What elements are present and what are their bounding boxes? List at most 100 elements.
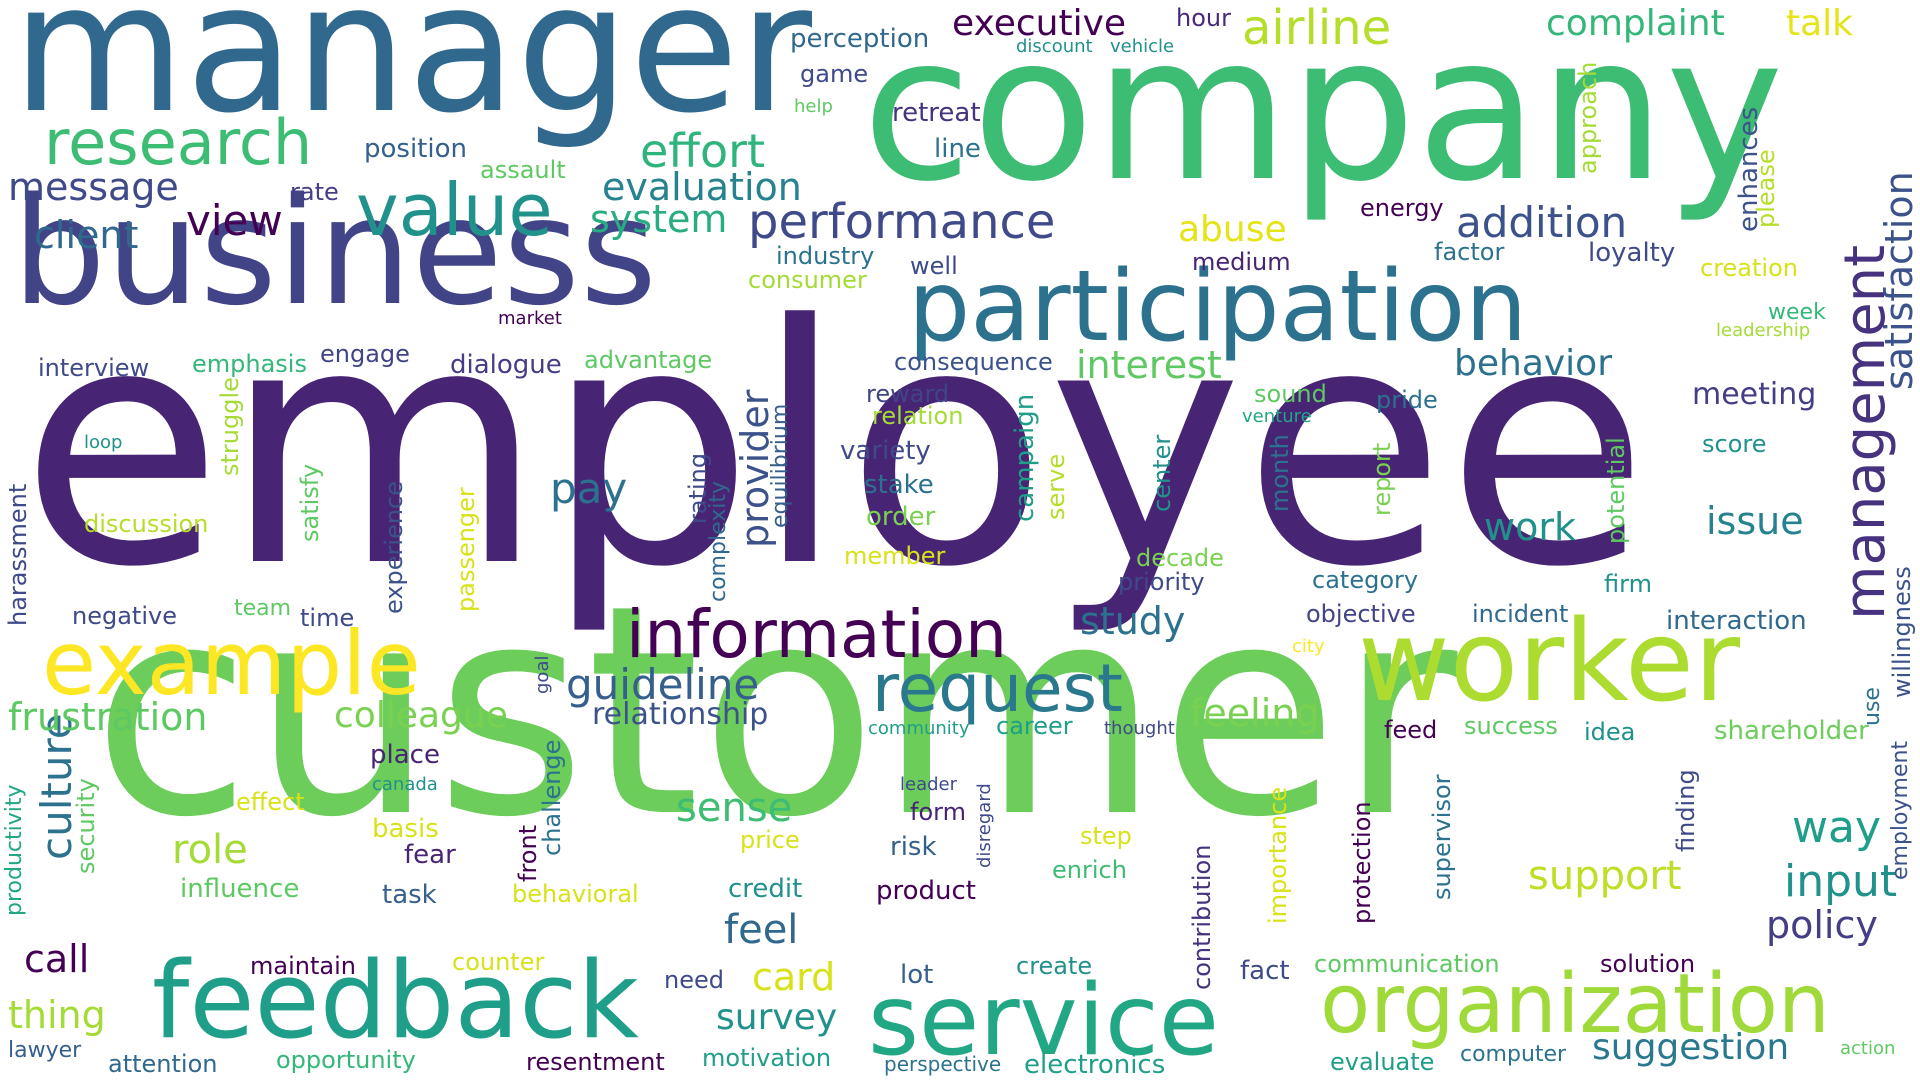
word-fear: fear (404, 840, 456, 870)
word-action: action (1840, 1038, 1896, 1059)
word-week: week (1768, 300, 1826, 325)
word-incident: incident (1472, 600, 1569, 628)
word-category: category (1312, 566, 1419, 594)
word-supervisor: supervisor (1428, 774, 1456, 900)
word-relationship: relationship (592, 697, 769, 732)
word-factor: factor (1434, 238, 1505, 266)
word-pride: pride (1376, 386, 1438, 414)
word-performance: performance (748, 194, 1056, 250)
word-interest: interest (1076, 343, 1222, 387)
word-dialogue: dialogue (450, 350, 562, 380)
word-retreat: retreat (892, 98, 981, 128)
word-advantage: advantage (584, 346, 713, 374)
word-organization: organization (1320, 957, 1830, 1052)
word-guideline: guideline (566, 660, 760, 709)
word-satisfy: satisfy (296, 463, 324, 542)
word-rate: rate (290, 178, 339, 206)
word-venture: venture (1242, 406, 1312, 427)
word-effort: effort (640, 124, 766, 178)
word-enrich: enrich (1052, 856, 1127, 884)
word-support: support (1528, 853, 1682, 899)
word-card: card (752, 955, 836, 999)
word-goal: goal (532, 655, 553, 694)
word-consumer: consumer (748, 266, 867, 294)
word-risk: risk (890, 832, 937, 862)
word-counter: counter (452, 948, 545, 976)
word-airline: airline (1242, 0, 1392, 56)
word-frustration: frustration (8, 695, 208, 739)
word-colleague: colleague (334, 695, 508, 736)
word-serve: serve (1042, 453, 1070, 520)
word-customer: customer (92, 544, 1458, 881)
word-success: success (1464, 712, 1558, 740)
word-priority: priority (1118, 568, 1205, 596)
word-community: community (868, 718, 970, 739)
word-thought: thought (1104, 718, 1175, 739)
word-game: game (800, 60, 869, 88)
word-example: example (42, 612, 421, 715)
word-abuse: abuse (1178, 209, 1287, 250)
word-place: place (370, 740, 440, 770)
word-report: report (1368, 442, 1396, 516)
word-equilibrium: equilibrium (768, 403, 793, 528)
word-position: position (364, 134, 467, 164)
word-contribution: contribution (1188, 844, 1216, 990)
word-decade: decade (1136, 544, 1224, 572)
word-order: order (866, 502, 936, 532)
word-protection: protection (1348, 801, 1376, 924)
word-career: career (996, 712, 1073, 740)
word-feel: feel (724, 907, 799, 953)
word-center: center (1148, 434, 1176, 512)
word-leader: leader (900, 774, 958, 795)
word-satisfaction: satisfaction (1877, 171, 1920, 390)
word-request: request (872, 650, 1123, 727)
word-negative: negative (72, 602, 177, 630)
word-hour: hour (1176, 4, 1231, 32)
word-influence: influence (180, 874, 300, 904)
word-create: create (1016, 952, 1093, 980)
word-business: business (12, 166, 658, 338)
word-worker: worker (1358, 597, 1740, 727)
word-solution: solution (1600, 950, 1696, 978)
word-price: price (740, 826, 800, 854)
word-passenger: passenger (452, 487, 480, 612)
word-issue: issue (1706, 499, 1804, 543)
word-complaint: complaint (1546, 3, 1725, 44)
word-study: study (1080, 599, 1186, 643)
word-way: way (1792, 802, 1881, 853)
word-suggestion: suggestion (1592, 1027, 1790, 1068)
word-task: task (382, 880, 437, 910)
word-canada: canada (372, 774, 438, 795)
word-harassment: harassment (4, 483, 32, 626)
word-challenge: challenge (538, 739, 566, 856)
word-view: view (186, 196, 283, 245)
word-policy: policy (1766, 903, 1878, 947)
word-executive: executive (952, 3, 1127, 44)
word-message: message (8, 165, 179, 209)
word-effect: effect (236, 788, 305, 816)
word-basis: basis (372, 814, 439, 844)
word-objective: objective (1306, 600, 1416, 628)
word-shareholder: shareholder (1714, 716, 1869, 746)
word-engage: engage (320, 340, 410, 368)
word-productivity: productivity (2, 784, 27, 916)
word-variety: variety (840, 436, 931, 466)
word-disregard: disregard (974, 783, 995, 868)
word-month: month (1266, 434, 1294, 512)
word-role: role (172, 827, 248, 873)
word-reward: reward (866, 380, 950, 408)
word-information: information (626, 596, 1007, 673)
word-sense: sense (676, 785, 793, 831)
word-help: help (794, 96, 833, 117)
word-assault: assault (480, 156, 566, 184)
word-feedback: feedback (152, 939, 639, 1062)
word-client: client (34, 213, 139, 257)
word-perception: perception (790, 24, 930, 54)
word-firm: firm (1604, 570, 1652, 598)
word-vehicle: vehicle (1110, 36, 1175, 57)
word-feed: feed (1384, 716, 1438, 744)
word-relation: relation (872, 402, 964, 430)
word-manager: manager (12, 0, 813, 152)
word-please: please (1752, 149, 1780, 228)
